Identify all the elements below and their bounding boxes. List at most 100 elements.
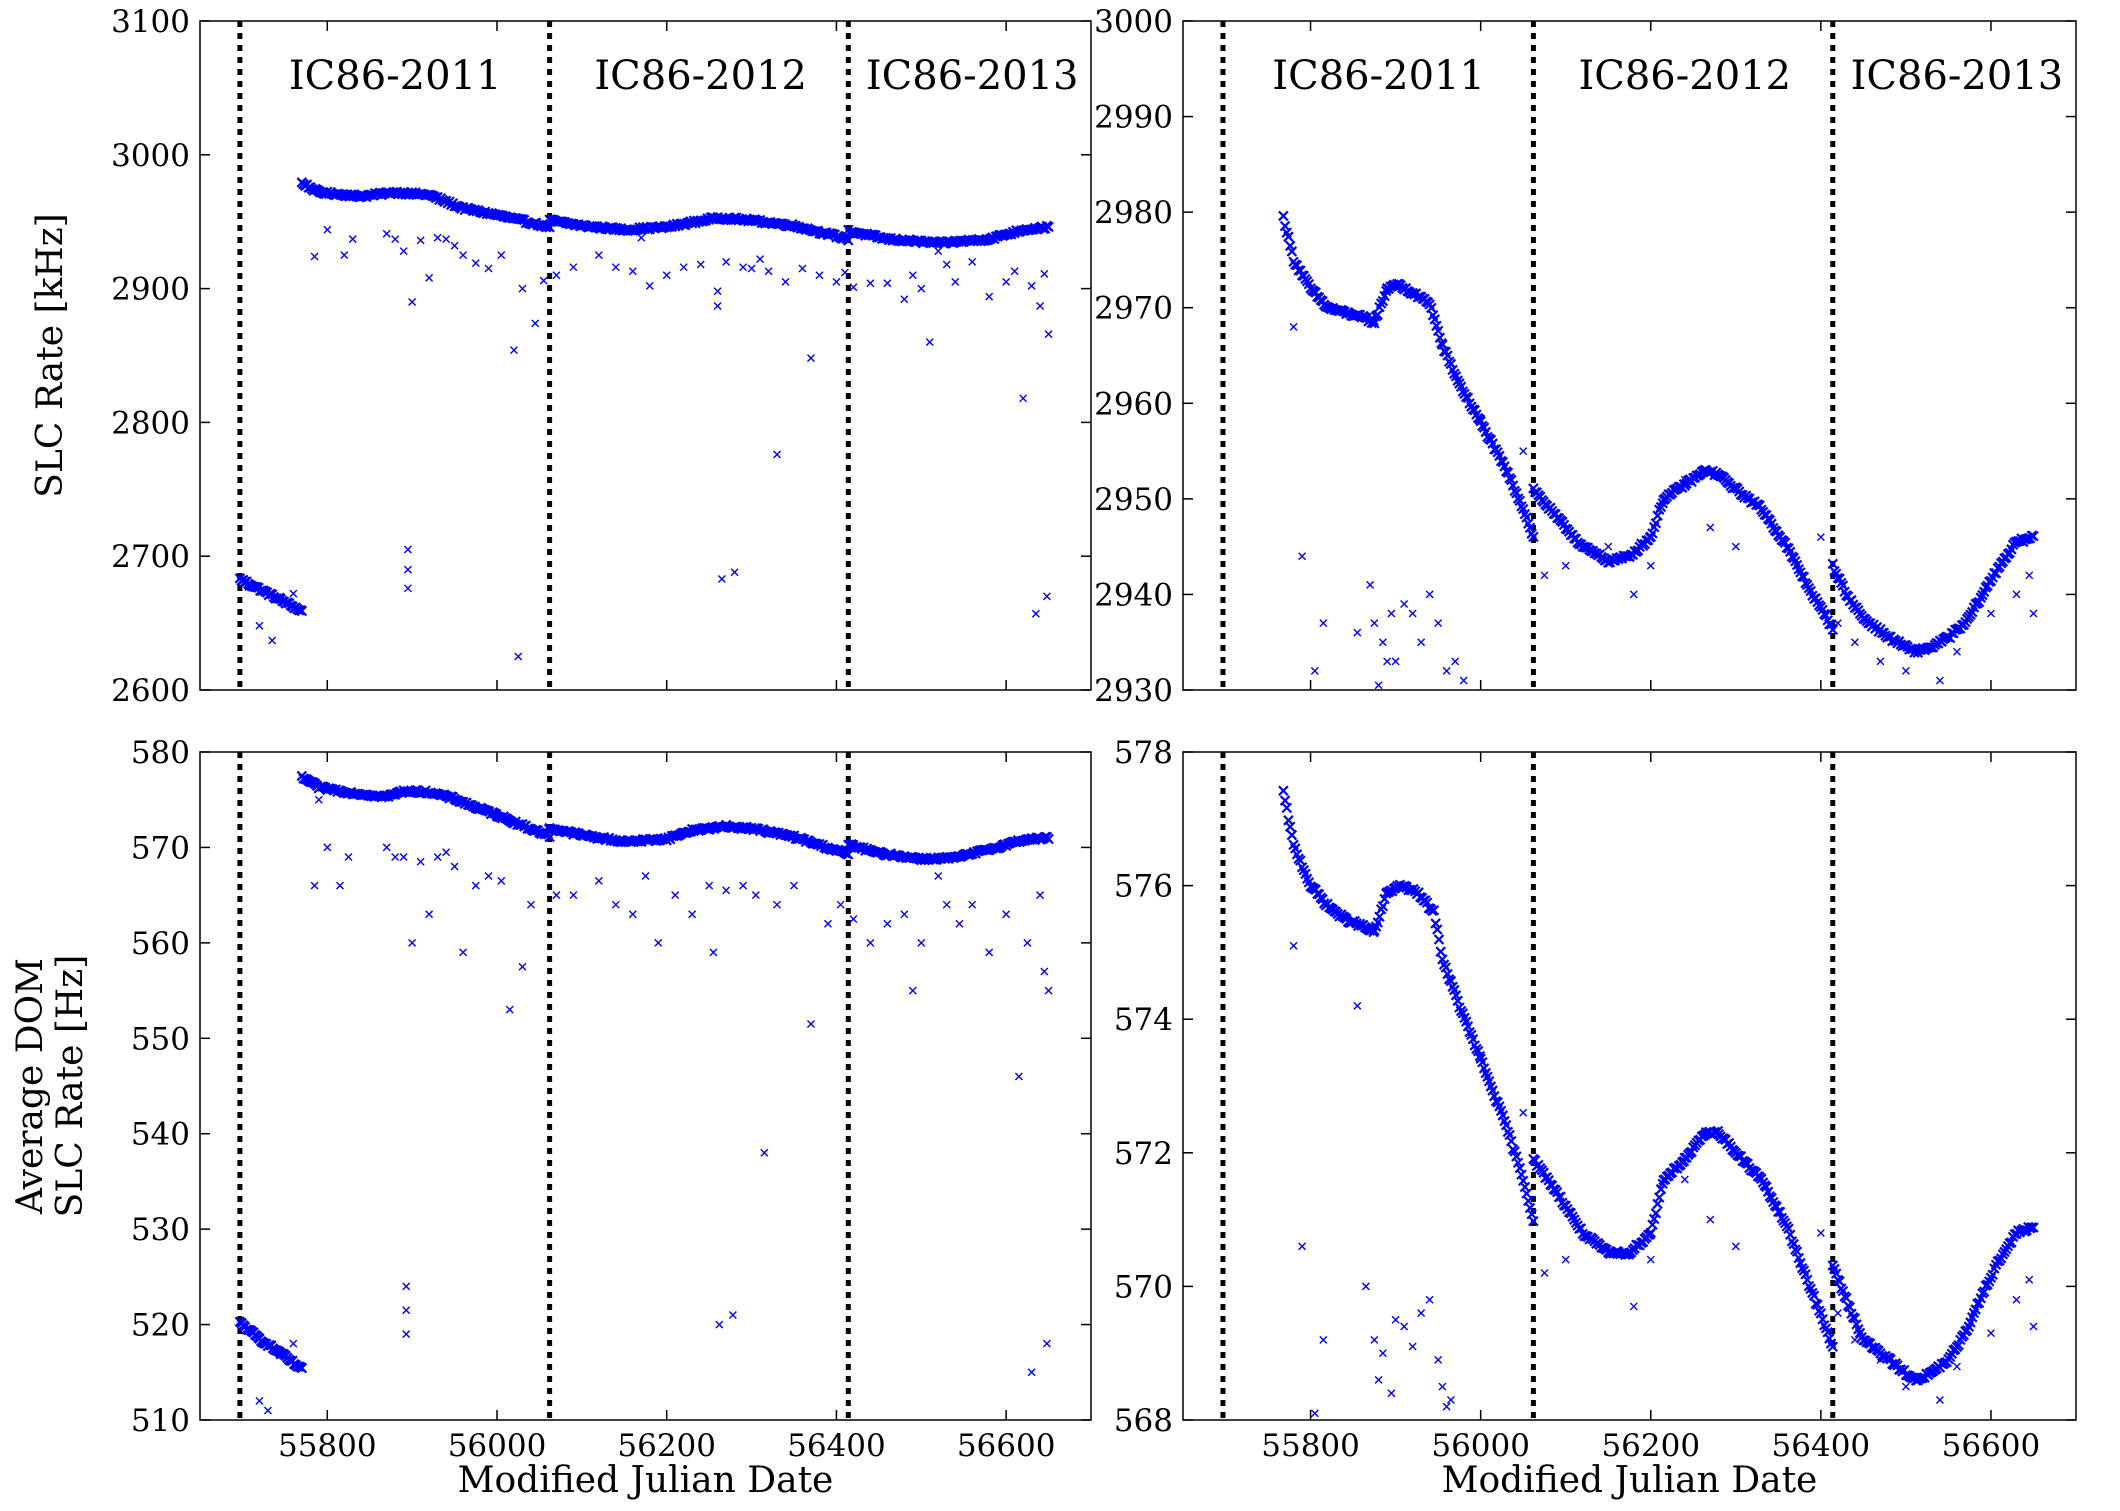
- outlier-point: [908, 986, 917, 995]
- outlier-point: [1387, 609, 1396, 618]
- data-point: [1506, 1135, 1517, 1147]
- outlier-point: [244, 582, 253, 591]
- outlier-point: [611, 900, 620, 909]
- outlier-point: [662, 271, 671, 280]
- outlier-point: [705, 881, 714, 890]
- outlier-point: [1408, 1342, 1417, 1351]
- markers-group: [1278, 785, 2039, 1418]
- data-point: [296, 605, 308, 617]
- data-point: [1849, 1313, 1861, 1324]
- outlier-point: [925, 338, 934, 347]
- outlier-point: [1629, 1302, 1638, 1311]
- outlier-point: [531, 319, 540, 328]
- outlier-point: [840, 268, 849, 277]
- y-tick-label: 550: [131, 1021, 190, 1057]
- data-point: [1426, 302, 1437, 314]
- outlier-point: [730, 568, 739, 577]
- data-point: [1773, 1206, 1784, 1218]
- outlier-point: [1706, 523, 1715, 532]
- outlier-point: [951, 277, 960, 286]
- season-label: IC86-2011: [289, 53, 502, 99]
- outlier-point: [552, 891, 561, 900]
- outlier-point: [1298, 1242, 1307, 1251]
- data-point: [1477, 1056, 1488, 1068]
- y-axis-title: SLC Rate [Hz]: [50, 955, 91, 1218]
- outlier-point: [1680, 475, 1689, 484]
- outlier-point: [1816, 1228, 1825, 1237]
- outlier-point: [344, 852, 353, 861]
- outlier-point: [942, 260, 951, 269]
- outlier-point: [1027, 281, 1036, 290]
- outlier-point: [760, 1148, 769, 1157]
- outlier-point: [442, 235, 451, 244]
- outlier-point: [1408, 609, 1417, 618]
- data-point: [1516, 1169, 1527, 1180]
- outlier-point: [425, 910, 434, 919]
- x-tick-label: 56200: [617, 1428, 716, 1464]
- outlier-point: [399, 247, 408, 256]
- chart-top-left: IC86-2011 IC86-2012 IC86-2013 2600 2700 2800 2…: [30, 4, 1092, 709]
- season-label: IC86-2013: [1851, 53, 2064, 99]
- data-point: [1442, 350, 1453, 361]
- outlier-point: [1706, 1215, 1715, 1224]
- outlier-point: [403, 565, 412, 574]
- outlier-point: [1002, 910, 1011, 919]
- outlier-point: [866, 279, 875, 288]
- y-tick-label: 2900: [111, 272, 190, 308]
- outlier-point: [1519, 447, 1528, 456]
- y-tick-label: 2600: [111, 673, 190, 709]
- season-label: IC86-2012: [1578, 53, 1791, 99]
- outlier-point: [1040, 269, 1049, 278]
- outlier-point: [526, 900, 535, 909]
- data-point: [1827, 624, 1839, 636]
- data-point: [1372, 309, 1384, 321]
- outlier-point: [1451, 657, 1460, 666]
- outlier-point: [917, 284, 926, 293]
- data-point: [1653, 1192, 1665, 1203]
- outlier-point: [2025, 571, 2034, 580]
- outlier-point: [1561, 1255, 1570, 1264]
- outlier-point: [1310, 1409, 1319, 1418]
- outlier-point: [883, 279, 892, 288]
- outlier-point: [594, 876, 603, 885]
- outlier-point: [773, 900, 782, 909]
- data-point: [1278, 785, 1289, 797]
- data-point: [1528, 1215, 1539, 1227]
- y-tick-label: 540: [131, 1117, 190, 1153]
- outlier-point: [1042, 1339, 1051, 1348]
- data-point: [1278, 210, 1289, 222]
- outlier-point: [1289, 322, 1298, 331]
- data-point: [1281, 802, 1293, 814]
- data-point: [1433, 934, 1445, 945]
- outlier-point: [268, 636, 277, 645]
- y-tick-label: 580: [131, 735, 190, 771]
- outlier-point: [715, 1320, 724, 1329]
- outlier-point: [1366, 580, 1375, 589]
- outlier-point: [1850, 638, 1859, 647]
- axes-frame: [1182, 20, 2077, 691]
- outlier-point: [484, 264, 493, 273]
- outlier-point: [1731, 1242, 1740, 1251]
- outlier-point: [509, 346, 518, 355]
- outlier-point: [798, 264, 807, 273]
- outlier-point: [781, 277, 790, 286]
- outlier-point: [713, 287, 722, 296]
- outlier-point: [1540, 1269, 1549, 1278]
- data-point: [1289, 843, 1301, 854]
- y-tick-label: 2700: [111, 539, 190, 575]
- y-axis-title: Average DOM: [10, 958, 51, 1215]
- outlier-point: [1042, 592, 1051, 601]
- y-tick-label: 568: [1114, 1403, 1173, 1439]
- outlier-point: [722, 257, 731, 266]
- outlier-point: [790, 881, 798, 890]
- outlier-point: [1434, 619, 1443, 628]
- outlier-point: [1036, 301, 1045, 310]
- markers-group: [1278, 210, 2039, 690]
- outlier-point: [1040, 967, 1049, 976]
- outlier-point: [569, 263, 578, 272]
- data-point: [2028, 530, 2039, 542]
- outlier-point: [1002, 277, 1011, 286]
- data-point: [1474, 1050, 1486, 1062]
- data-point: [1043, 833, 1054, 845]
